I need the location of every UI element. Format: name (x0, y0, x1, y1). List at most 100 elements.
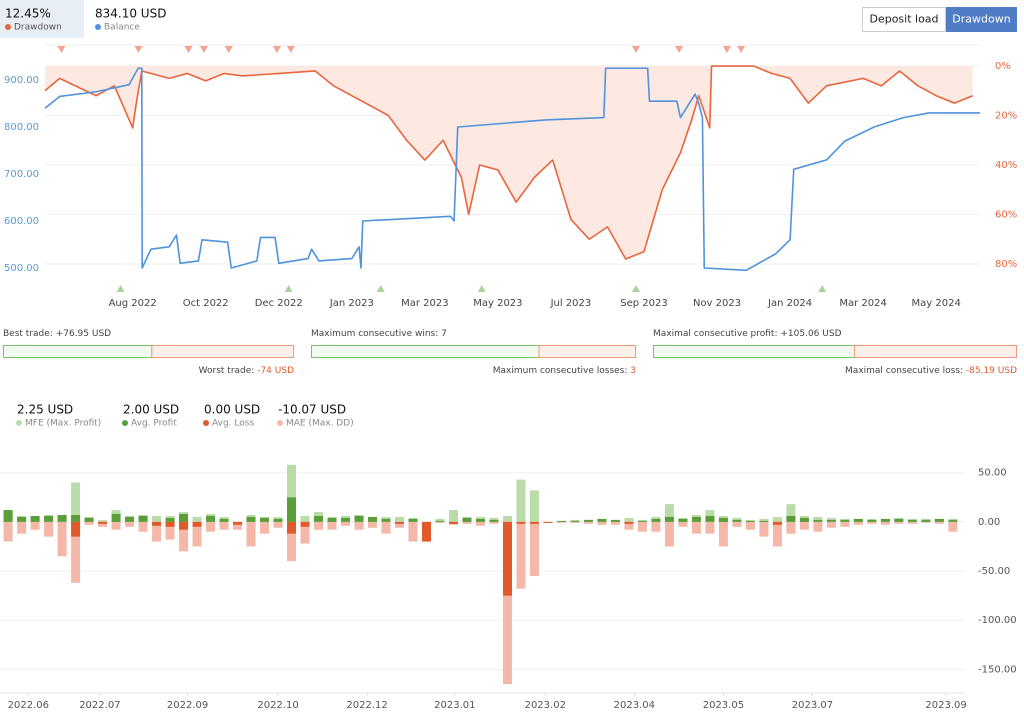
legend-label: Avg. Profit (131, 419, 177, 429)
bar (894, 518, 904, 522)
button[interactable] (862, 7, 946, 32)
bar (732, 519, 742, 522)
bar (489, 517, 499, 522)
bar (314, 515, 324, 522)
bar (30, 515, 40, 522)
bar (624, 521, 634, 524)
stat-label: Maximal consecutive loss: (845, 366, 963, 376)
y-tick-label: 700.00 (4, 169, 39, 180)
x-tick-label: 2023.09 (925, 700, 966, 711)
bar (934, 518, 944, 522)
stat-label: Maximum consecutive losses: (493, 366, 628, 376)
stat-bar-negative (854, 345, 1017, 358)
button[interactable] (946, 7, 1017, 32)
bar (826, 517, 836, 522)
bar (786, 515, 796, 522)
bar (502, 515, 512, 522)
bar (516, 521, 526, 524)
bar (786, 521, 796, 534)
trade-marker (675, 46, 684, 53)
bar (853, 518, 863, 522)
trade-marker (284, 285, 293, 292)
x-tick-label: Dec 2022 (255, 298, 303, 309)
stat-value: +76.95 USD (56, 329, 111, 339)
bar (300, 521, 310, 527)
bar (435, 518, 445, 522)
x-tick-label: Jul 2023 (550, 298, 592, 309)
x-tick-label: Mar 2024 (839, 298, 887, 309)
bar (772, 521, 782, 525)
drawdown-value: 12.45% (5, 7, 51, 21)
bar (408, 521, 418, 542)
bar (678, 521, 688, 527)
bar (30, 521, 40, 530)
bar (597, 518, 607, 522)
x-tick-label: 2022.09 (167, 700, 208, 711)
x-tick-label: Jan 2024 (767, 298, 812, 309)
bar (71, 521, 81, 537)
bar (57, 514, 67, 522)
bar (705, 521, 715, 534)
bar (165, 517, 175, 522)
x-tick-label: May 2023 (473, 298, 522, 309)
x-tick-label: Nov 2023 (693, 298, 741, 309)
trade-marker (286, 46, 295, 53)
bar (529, 521, 539, 524)
legend-dot (277, 420, 283, 426)
button-label[interactable]: Drawdown (952, 13, 1010, 26)
bar (84, 517, 94, 522)
x-tick-label: 2023.01 (434, 700, 475, 711)
bar (435, 520, 445, 522)
legend-dot (122, 420, 128, 426)
y-tick-label: 800.00 (4, 122, 39, 133)
bar (273, 518, 283, 522)
legend-dot (203, 420, 209, 426)
bar (341, 521, 351, 526)
trade-marker (224, 46, 233, 53)
bar (3, 510, 13, 522)
bar (718, 521, 728, 547)
bar (354, 515, 364, 522)
bar (880, 521, 890, 525)
bar (637, 521, 647, 532)
bar (287, 521, 297, 562)
bar (664, 521, 674, 547)
bar (44, 521, 54, 537)
bar (192, 521, 202, 527)
bar (853, 521, 863, 525)
bar (246, 521, 256, 547)
trade-marker (57, 46, 66, 53)
bar (516, 521, 526, 589)
bar (529, 521, 539, 576)
bar (394, 516, 404, 522)
bar (759, 521, 769, 537)
y-tick-label: 900.00 (4, 75, 39, 86)
stat-value: 3 (630, 366, 636, 376)
y-tick-label: 0.00 (978, 517, 1000, 528)
stat-bar-positive (653, 345, 856, 358)
bar (570, 520, 580, 522)
bar (813, 516, 823, 522)
bar (772, 521, 782, 547)
balance-value: 834.10 USD (95, 7, 166, 21)
bar (179, 521, 189, 530)
y2-tick-label: 80% (995, 259, 1017, 270)
y-tick-label: 600.00 (4, 216, 39, 227)
x-tick-label: 2022.07 (79, 700, 120, 711)
trade-marker (722, 46, 731, 53)
button-label[interactable]: Deposit load (869, 13, 938, 26)
bar (718, 517, 728, 522)
bar (759, 520, 769, 522)
bar (287, 464, 297, 522)
bar (111, 521, 121, 530)
bar (71, 521, 81, 583)
legend-label: Balance (104, 23, 140, 33)
bar (314, 521, 324, 530)
summary-value: 2.00 USD (123, 403, 179, 417)
y2-tick-label: 20% (995, 111, 1017, 122)
bar (880, 518, 890, 522)
x-tick-label: Mar 2023 (401, 298, 449, 309)
bar (907, 521, 917, 524)
bar (772, 516, 782, 522)
